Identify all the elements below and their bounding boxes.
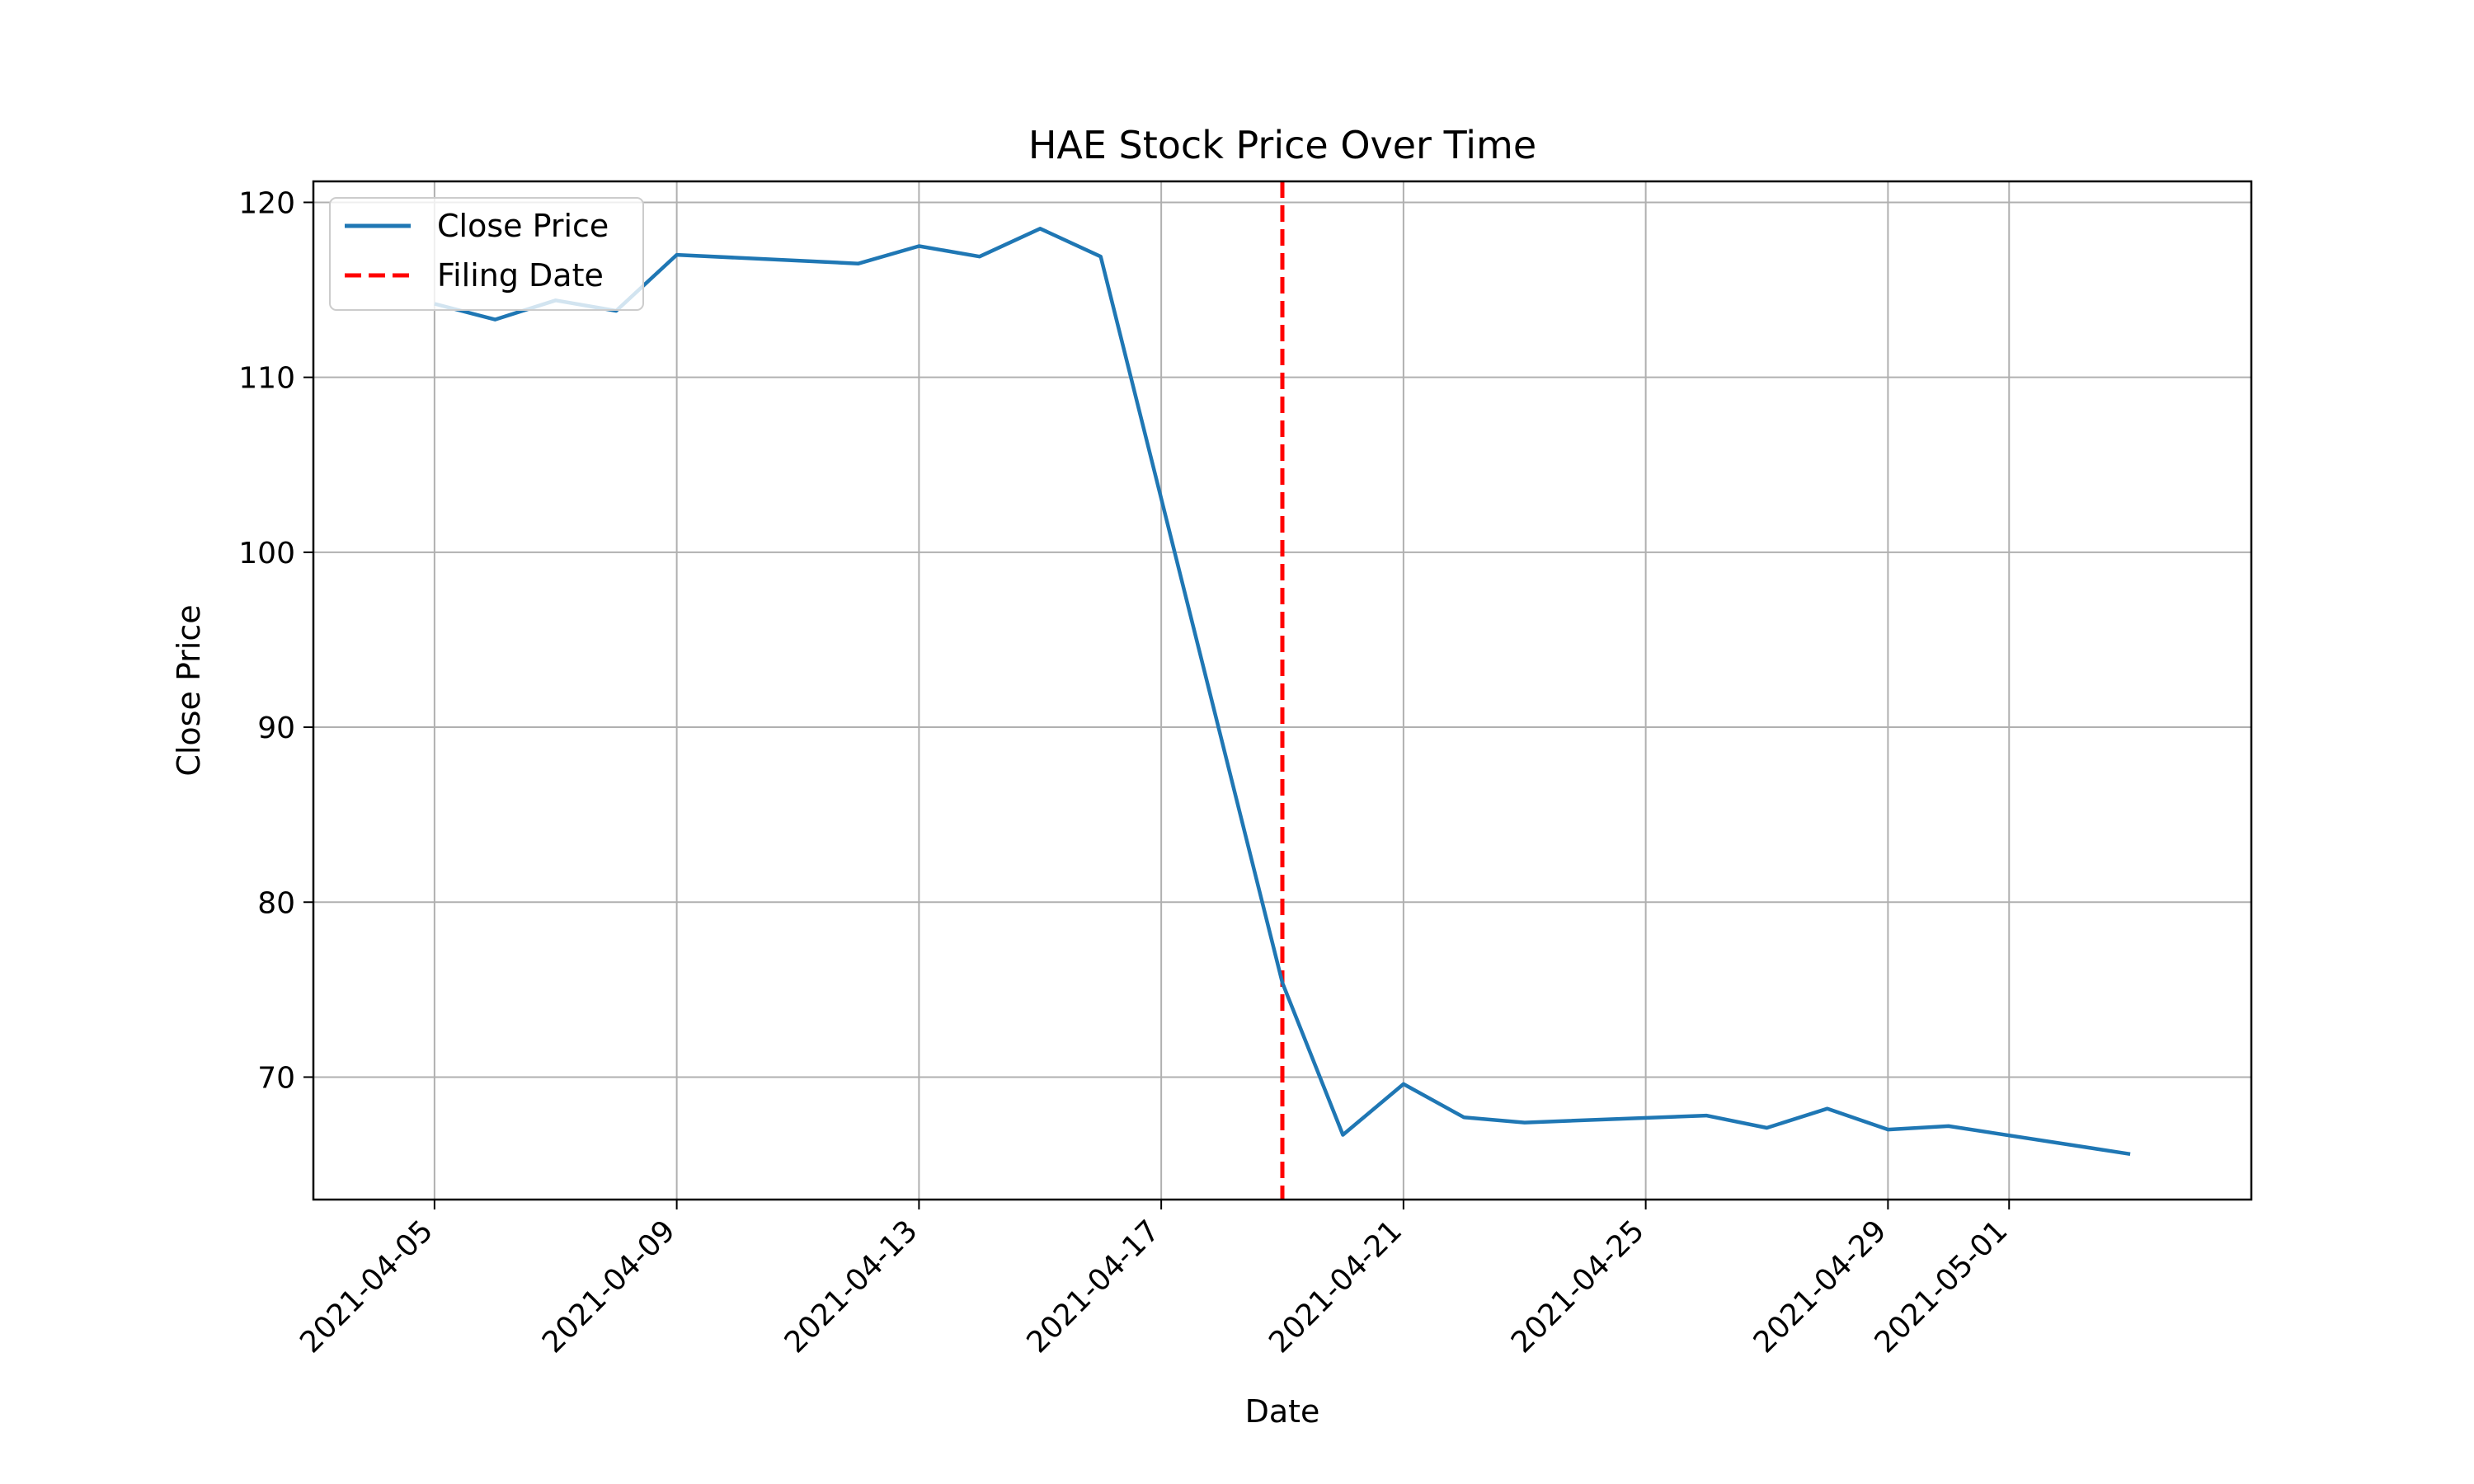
plot-frame [312,180,2253,1201]
x-tick-label: 2021-04-13 [778,1214,924,1360]
legend: Close Price Filing Date [329,197,644,311]
y-tick-label: 80 [257,886,295,920]
x-tick-label: 2021-04-05 [294,1214,440,1360]
y-axis-label: Close Price [171,604,207,776]
x-axis-ticks: 2021-04-05 2021-04-09 2021-04-13 2021-04-17… [294,1200,2015,1360]
y-tick-label: 110 [238,362,295,396]
y-tick-label: 120 [238,186,295,220]
x-tick-label: 2021-04-09 [536,1214,682,1360]
x-tick-label: 2021-04-25 [1505,1214,1651,1360]
y-axis-ticks: 70 80 90 100 110 120 [238,186,313,1095]
x-tick-label: 2021-04-21 [1263,1214,1409,1360]
y-tick-label: 100 [238,537,295,571]
x-tick-label: 2021-04-17 [1021,1214,1167,1360]
legend-label-filing-date: Filing Date [437,257,604,294]
y-tick-label: 90 [257,711,295,745]
x-axis-label: Date [1245,1393,1320,1430]
y-tick-label: 70 [257,1061,295,1095]
chart-title: HAE Stock Price Over Time [1028,123,1536,167]
legend-label-close-price: Close Price [437,208,609,244]
